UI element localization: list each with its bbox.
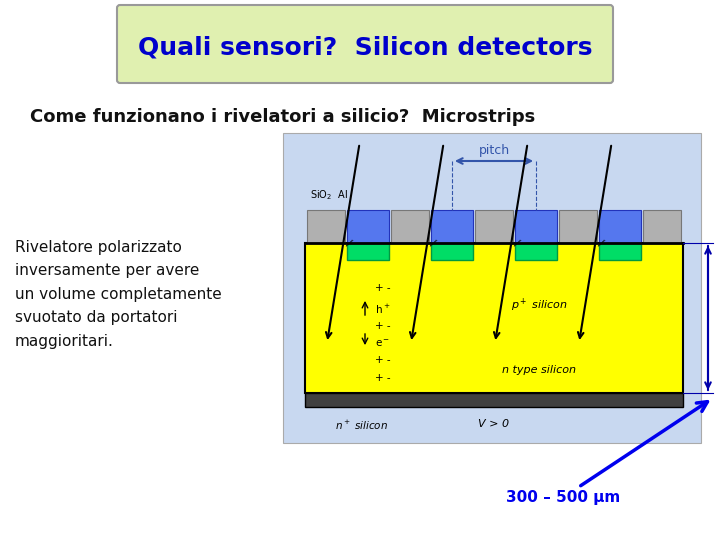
Text: n type silicon: n type silicon: [503, 365, 577, 375]
Text: n$^+$ silicon: n$^+$ silicon: [335, 419, 388, 432]
Text: Quali sensori?  Silicon detectors: Quali sensori? Silicon detectors: [138, 35, 593, 59]
Text: + -: + -: [375, 355, 391, 365]
Bar: [559, 210, 597, 243]
Text: V > 0: V > 0: [478, 419, 510, 429]
Text: /: /: [344, 238, 352, 248]
Bar: [347, 210, 389, 243]
Bar: [431, 210, 473, 243]
Text: /: /: [428, 238, 436, 248]
Text: + -: + -: [375, 283, 391, 293]
Text: e$^-$: e$^-$: [375, 338, 390, 349]
FancyBboxPatch shape: [117, 5, 613, 83]
Text: Come funzionano i rivelatori a silicio?  Microstrips: Come funzionano i rivelatori a silicio? …: [30, 108, 535, 126]
Bar: [283, 133, 701, 443]
Bar: [305, 243, 683, 393]
Text: + -: + -: [375, 373, 391, 383]
Bar: [305, 393, 683, 407]
Bar: [515, 210, 557, 243]
Bar: [599, 243, 641, 260]
Text: pitch: pitch: [478, 144, 510, 157]
Bar: [475, 210, 513, 243]
Text: /: /: [512, 238, 521, 248]
Text: SiO$_2$  Al: SiO$_2$ Al: [310, 188, 348, 202]
Text: + -: + -: [375, 321, 391, 331]
Text: h$^+$: h$^+$: [375, 303, 390, 316]
Bar: [599, 210, 641, 243]
Bar: [391, 210, 429, 243]
Bar: [431, 243, 473, 260]
Text: p$^+$ silicon: p$^+$ silicon: [511, 296, 568, 314]
Bar: [307, 210, 345, 243]
Bar: [643, 210, 681, 243]
Text: /: /: [596, 238, 604, 248]
Text: Rivelatore polarizzato
inversamente per avere
un volume completamente
svuotato d: Rivelatore polarizzato inversamente per …: [15, 240, 222, 349]
Text: 300 – 500 μm: 300 – 500 μm: [505, 402, 708, 505]
Bar: [347, 243, 389, 260]
Bar: [515, 243, 557, 260]
